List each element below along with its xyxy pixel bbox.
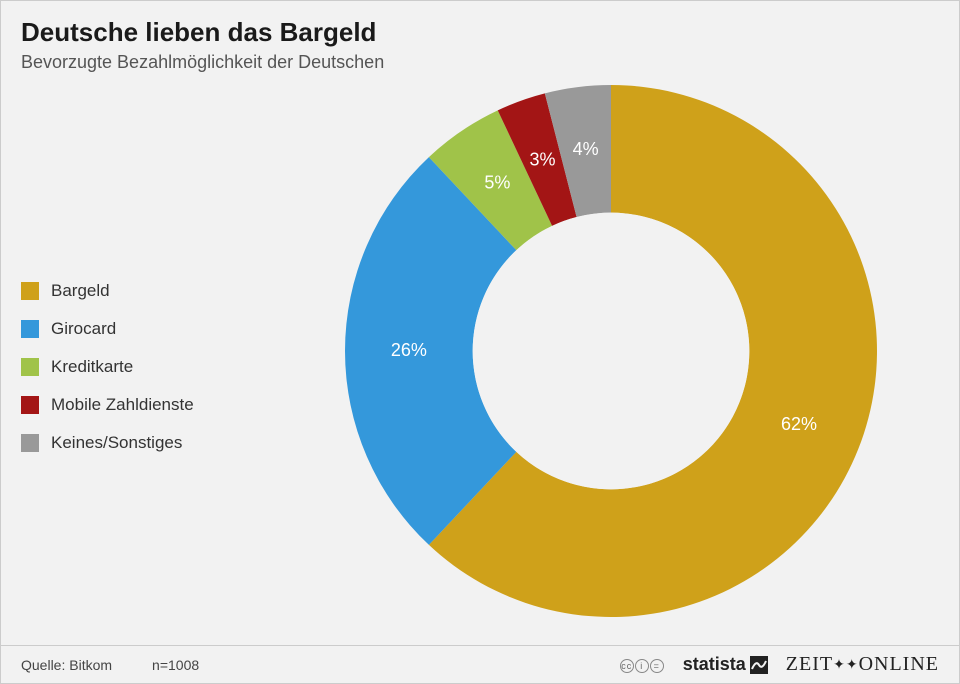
legend-label: Kreditkarte <box>51 357 133 377</box>
infographic-frame: Deutsche lieben das Bargeld Bevorzugte B… <box>0 0 960 684</box>
legend-label: Mobile Zahldienste <box>51 395 194 415</box>
legend-item: Mobile Zahldienste <box>21 395 194 415</box>
donut-chart: 62% 26% 5% 3% 4% <box>341 81 881 621</box>
legend-item: Kreditkarte <box>21 357 194 377</box>
page-subtitle: Bevorzugte Bezahlmöglichkeit der Deutsch… <box>21 52 384 73</box>
legend-swatch <box>21 434 39 452</box>
legend-swatch <box>21 396 39 414</box>
zeit-crest-icon: ✦✦ <box>833 658 858 673</box>
slice-label: 5% <box>484 173 510 193</box>
statista-logo: statista <box>683 654 768 675</box>
slice-label: 4% <box>573 139 599 159</box>
source-text: Quelle: Bitkom <box>21 657 112 673</box>
header: Deutsche lieben das Bargeld Bevorzugte B… <box>21 17 384 73</box>
statista-wave-icon <box>750 656 768 674</box>
legend-label: Keines/Sonstiges <box>51 433 182 453</box>
slice-label: 3% <box>530 150 556 170</box>
slice-label: 62% <box>781 414 817 434</box>
online-text: ONLINE <box>859 653 939 675</box>
legend-item: Keines/Sonstiges <box>21 433 194 453</box>
slice-label: 26% <box>391 340 427 360</box>
page-title: Deutsche lieben das Bargeld <box>21 17 384 48</box>
statista-text: statista <box>683 654 746 675</box>
zeit-online-logo: ZEIT✦✦ONLINE <box>786 653 939 676</box>
sample-text: n=1008 <box>152 657 199 673</box>
legend: Bargeld Girocard Kreditkarte Mobile Zahldie… <box>21 281 194 471</box>
legend-item: Girocard <box>21 319 194 339</box>
legend-swatch <box>21 282 39 300</box>
donut-hole <box>473 213 750 490</box>
legend-label: Bargeld <box>51 281 110 301</box>
legend-swatch <box>21 320 39 338</box>
zeit-text: ZEIT <box>786 653 833 675</box>
legend-label: Girocard <box>51 319 116 339</box>
legend-item: Bargeld <box>21 281 194 301</box>
cc-license-icon: cci= <box>620 657 665 673</box>
legend-swatch <box>21 358 39 376</box>
footer: Quelle: Bitkom n=1008 cci= statista ZEIT… <box>1 645 959 683</box>
